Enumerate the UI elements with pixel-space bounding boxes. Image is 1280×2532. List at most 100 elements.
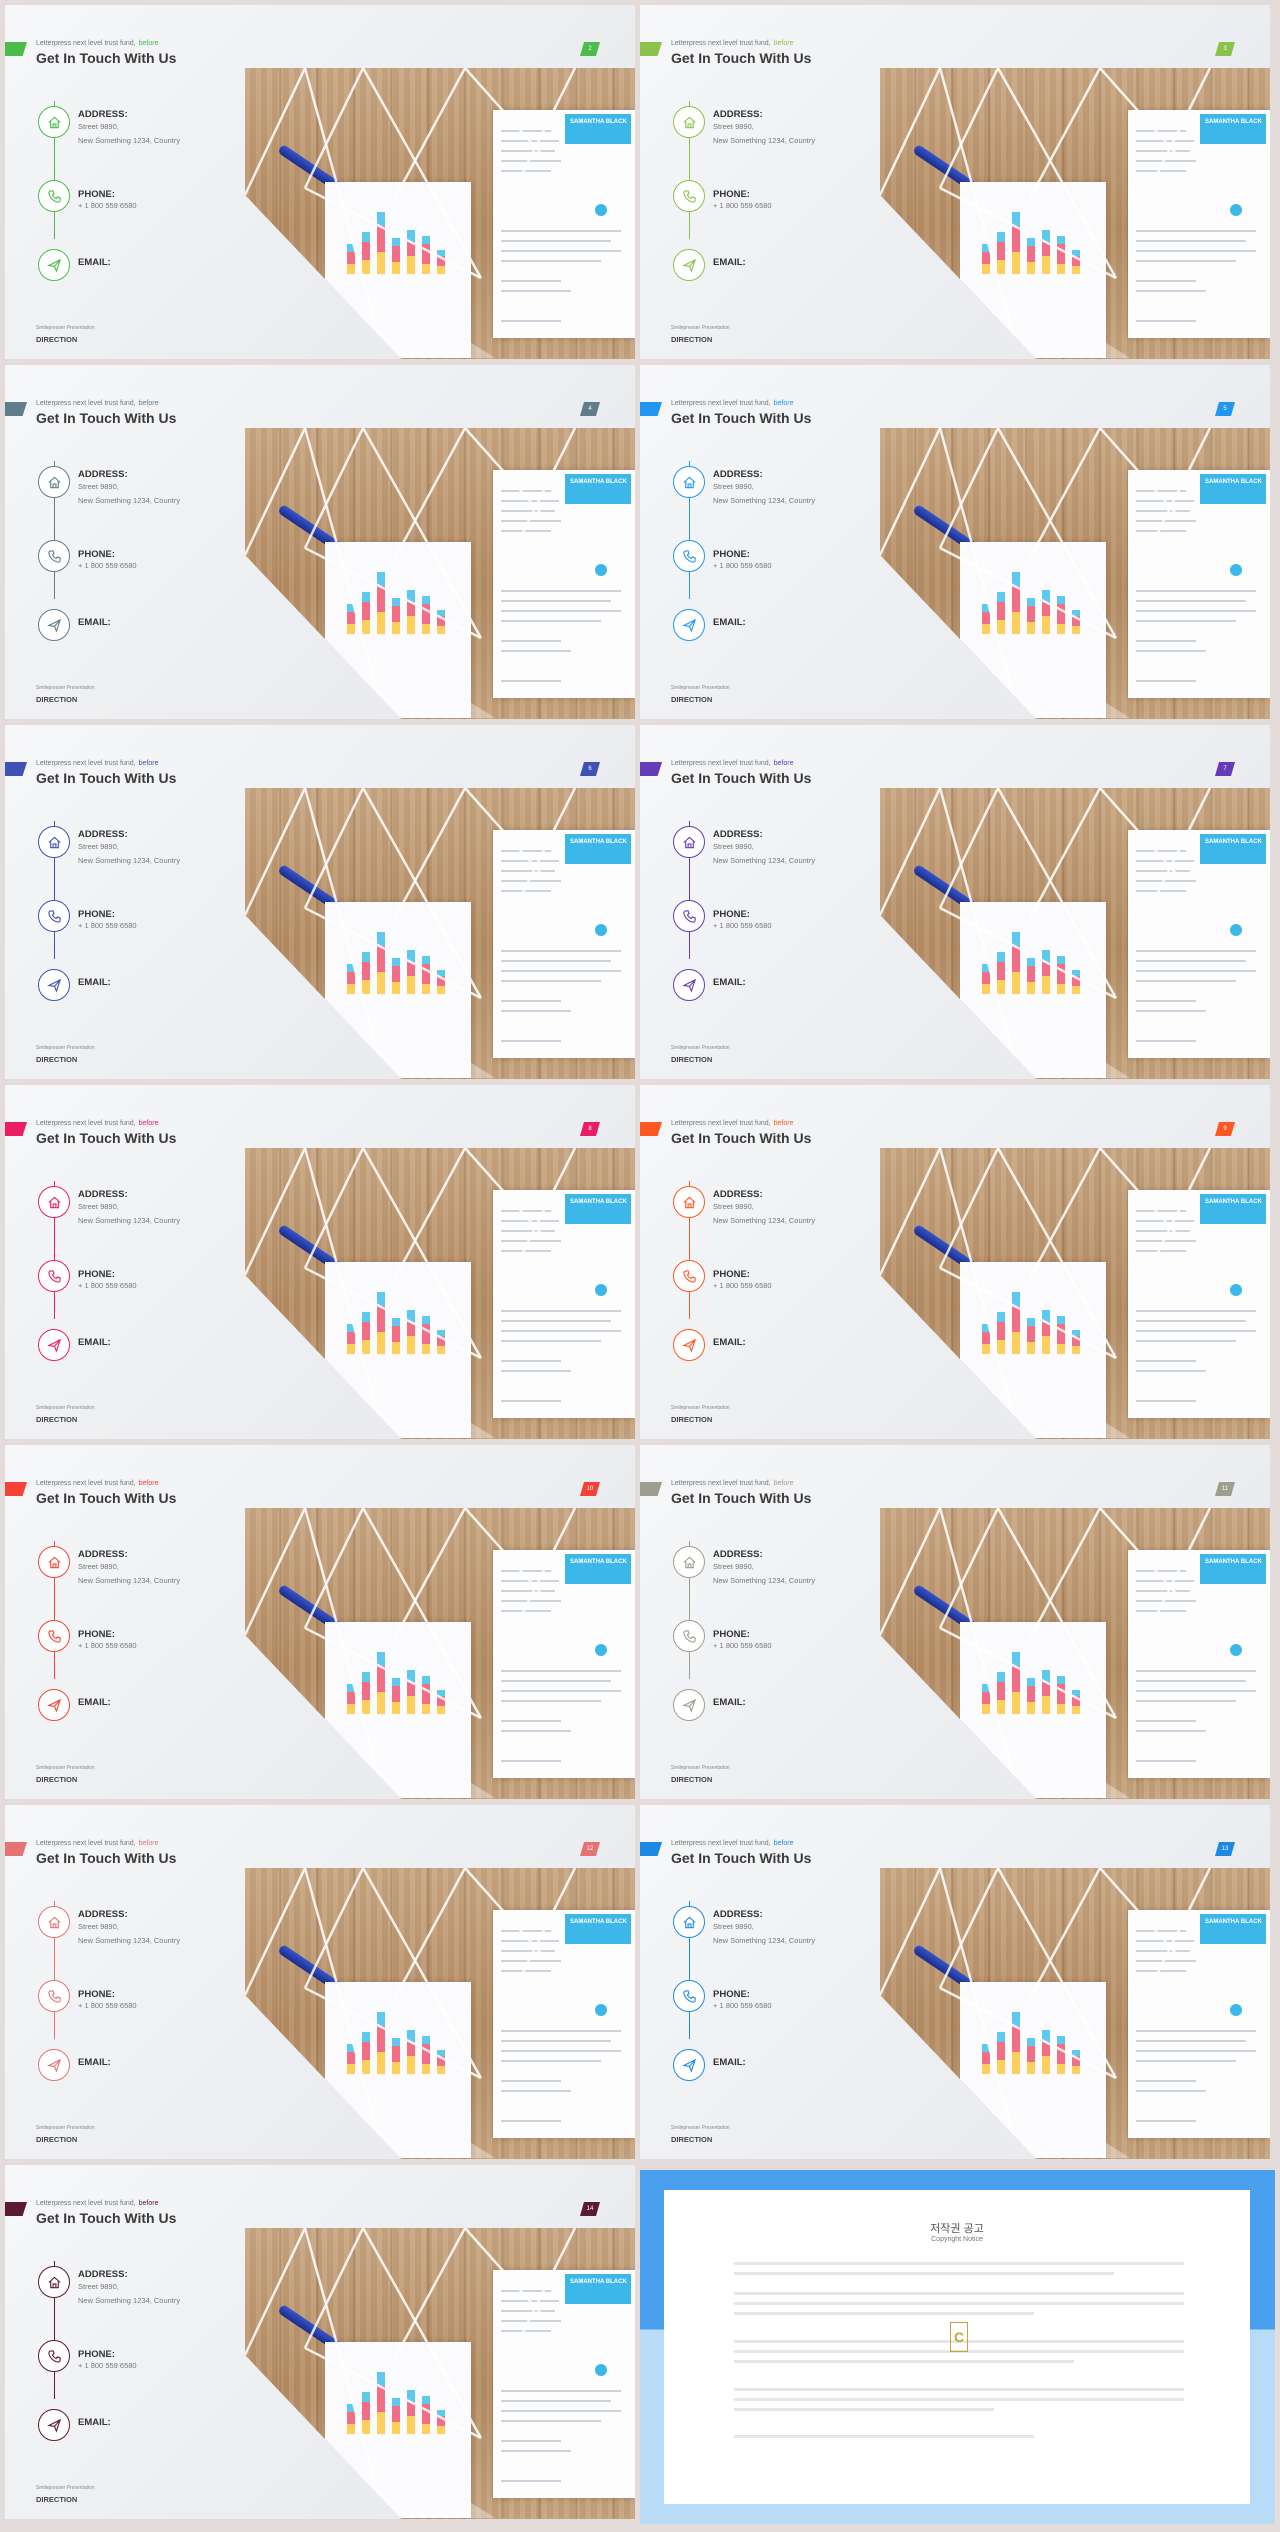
desk-photo: SAMANTHA BLACK xyxy=(880,1508,1270,1799)
resume-name: SAMANTHA BLACK xyxy=(570,119,627,125)
resume-text-line xyxy=(501,1670,621,1672)
resume-text-line xyxy=(501,1720,561,1722)
resume-text-line xyxy=(1136,250,1256,252)
send-icon xyxy=(673,609,705,641)
resume-text-line xyxy=(501,2330,551,2332)
paper-bar-graphic xyxy=(982,572,1092,634)
copyright-slide[interactable]: 저작권 공고 Copyright Notice C xyxy=(640,2170,1275,2524)
footer-caption: Smilepresser Presentation xyxy=(36,2485,95,2491)
resume-text-line xyxy=(501,1010,571,1012)
subtitle-highlight: before xyxy=(138,40,159,47)
email-label: EMAIL: xyxy=(78,977,111,988)
paper-bar-graphic xyxy=(347,572,457,634)
resume-text-line xyxy=(501,1730,571,1732)
address-line2: New Something 1234, Country xyxy=(713,1576,816,1585)
home-icon xyxy=(38,2266,70,2298)
phone-label: PHONE: xyxy=(78,1989,115,2000)
accent-tag xyxy=(5,1122,27,1136)
user-icon xyxy=(1230,924,1242,936)
resume-document: SAMANTHA BLACK xyxy=(493,1910,635,2138)
resume-text-line xyxy=(501,1310,621,1312)
paper-bar xyxy=(1042,1310,1050,1354)
resume-text-line xyxy=(501,2120,561,2122)
phone-icon xyxy=(38,540,70,572)
resume-text-line xyxy=(1136,880,1196,882)
slide-title: Get In Touch With Us xyxy=(36,50,177,66)
home-icon xyxy=(38,826,70,858)
paper-bar-graphic xyxy=(347,1292,457,1354)
desk-photo: SAMANTHA BLACK xyxy=(245,1868,635,2159)
slide-thumbnail[interactable]: Letterpress next level trust fund, before… xyxy=(640,5,1270,359)
address-label: ADDRESS: xyxy=(78,109,128,120)
resume-text-line xyxy=(501,1210,551,1212)
user-icon xyxy=(595,924,607,936)
paper-bar xyxy=(997,952,1005,994)
slide-thumbnail[interactable]: Letterpress next level trust fund, before… xyxy=(5,1085,635,1439)
resume-text-line xyxy=(1136,1700,1236,1702)
paper-bar xyxy=(392,2398,400,2434)
slide-number-badge: 14 xyxy=(580,2202,600,2216)
paper-bar xyxy=(407,590,415,634)
address-line1: Street 9890, xyxy=(713,1562,754,1571)
resume-text-line xyxy=(1136,890,1186,892)
resume-text-line xyxy=(501,1930,551,1932)
phone-icon xyxy=(673,1620,705,1652)
slide-thumbnail[interactable]: Letterpress next level trust fund, before… xyxy=(5,365,635,719)
facet-lines xyxy=(880,788,1212,1079)
slide-subtitle: Letterpress next level trust fund, before xyxy=(671,400,794,407)
paper-bar xyxy=(377,572,385,634)
resume-text-line xyxy=(1136,1600,1196,1602)
send-icon xyxy=(673,249,705,281)
footer-caption: Smilepresser Presentation xyxy=(671,1045,730,1051)
paper-bar-graphic xyxy=(347,212,457,274)
text-line xyxy=(734,2262,1184,2265)
resume-header: SAMANTHA BLACK xyxy=(1200,1554,1266,1584)
slide-thumbnail[interactable]: Letterpress next level trust fund, before… xyxy=(5,1805,635,2159)
resume-text-line xyxy=(501,1960,561,1962)
footer-direction: DIRECTION xyxy=(36,695,78,704)
resume-text-line xyxy=(1136,2050,1256,2052)
slide-thumbnail[interactable]: Letterpress next level trust fund, before… xyxy=(5,1445,635,1799)
resume-text-line xyxy=(501,960,611,962)
resume-text-line xyxy=(1136,1250,1186,1252)
resume-text-line xyxy=(501,680,561,682)
resume-text-line xyxy=(501,1700,601,1702)
paper-bar-graphic xyxy=(982,1292,1092,1354)
footer-caption: Smilepresser Presentation xyxy=(36,1765,95,1771)
phone-label: PHONE: xyxy=(713,189,750,200)
slide-thumbnail[interactable]: Letterpress next level trust fund, before… xyxy=(640,1445,1270,1799)
home-icon xyxy=(38,1186,70,1218)
slide-title: Get In Touch With Us xyxy=(36,1130,177,1146)
subtitle-highlight: before xyxy=(773,40,794,47)
home-icon xyxy=(673,1546,705,1578)
resume-text-line xyxy=(501,1590,555,1592)
slide-thumbnail[interactable]: Letterpress next level trust fund, before… xyxy=(5,2165,635,2519)
resume-text-line xyxy=(1136,230,1256,232)
resume-text-line xyxy=(1136,2080,1196,2082)
phone-label: PHONE: xyxy=(78,2349,115,2360)
slide-thumbnail[interactable]: Letterpress next level trust fund, before… xyxy=(640,725,1270,1079)
resume-text-line xyxy=(1136,1010,1206,1012)
text-line xyxy=(734,2340,1184,2343)
phone-label: PHONE: xyxy=(713,1989,750,2000)
address-line1: Street 9890, xyxy=(78,2282,119,2291)
resume-text-line xyxy=(501,2310,555,2312)
paper-bar xyxy=(997,232,1005,274)
slide-thumbnail[interactable]: Letterpress next level trust fund, before… xyxy=(5,5,635,359)
user-icon xyxy=(1230,564,1242,576)
subtitle-highlight: before xyxy=(773,1480,794,1487)
slide-thumbnail[interactable]: Letterpress next level trust fund, before… xyxy=(640,365,1270,719)
desk-photo: SAMANTHA BLACK xyxy=(245,1148,635,1439)
resume-text-line xyxy=(1136,650,1206,652)
slide-thumbnail[interactable]: Letterpress next level trust fund, before… xyxy=(640,1085,1270,1439)
slide-thumbnail[interactable]: Letterpress next level trust fund, before… xyxy=(640,1805,1270,2159)
resume-text-line xyxy=(1136,600,1246,602)
paper-bar xyxy=(1072,610,1080,634)
resume-text-line xyxy=(1136,1360,1196,1362)
resume-text-line xyxy=(1136,490,1186,492)
slide-thumbnail[interactable]: Letterpress next level trust fund, before… xyxy=(5,725,635,1079)
address-label: ADDRESS: xyxy=(713,1549,763,1560)
home-icon xyxy=(673,106,705,138)
phone-label: PHONE: xyxy=(713,1629,750,1640)
slide-number-badge: 4 xyxy=(580,402,600,416)
